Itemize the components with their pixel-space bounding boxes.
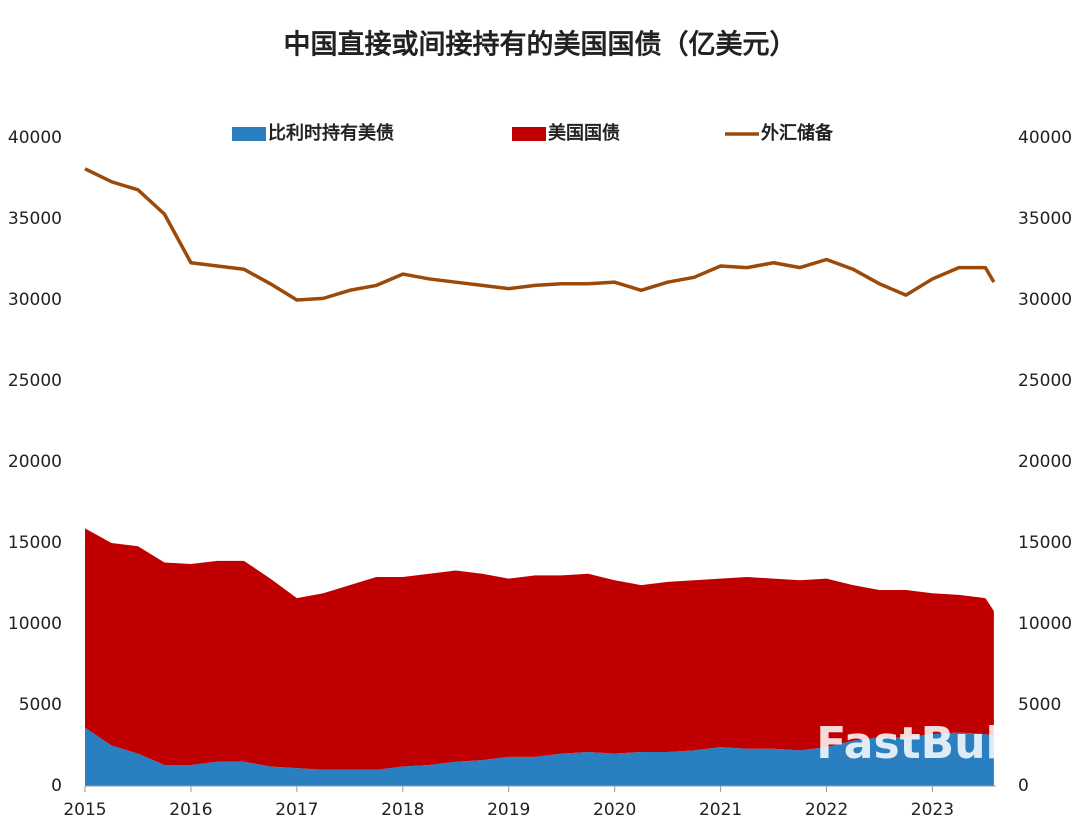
legend-swatch — [512, 127, 546, 141]
y2-tick-label: 25000 — [1018, 371, 1072, 391]
y2-tick-label: 15000 — [1018, 533, 1072, 553]
y-tick-label: 25000 — [8, 371, 62, 391]
y2-tick-label: 30000 — [1018, 290, 1072, 310]
x-tick-label: 2020 — [593, 800, 636, 820]
area — [85, 528, 994, 770]
legend-label: 比利时持有美债 — [268, 122, 394, 144]
y2-tick-label: 5000 — [1018, 695, 1061, 715]
y-tick-label: 35000 — [8, 209, 62, 229]
y2-tick-label: 20000 — [1018, 452, 1072, 472]
y-tick-label: 5000 — [19, 695, 62, 715]
y2-tick-label: 35000 — [1018, 209, 1072, 229]
line — [84, 167, 996, 302]
y2-tick-label: 40000 — [1018, 128, 1072, 148]
y-tick-label: 30000 — [8, 290, 62, 310]
x-tick-label: 2021 — [699, 800, 742, 820]
watermark: FastBull — [816, 718, 1015, 769]
y2-tick-label: 10000 — [1018, 614, 1072, 634]
y-tick-label: 0 — [51, 776, 62, 796]
chart-title: 中国直接或间接持有的美国国债（亿美元） — [284, 29, 797, 61]
x-tick-label: 2022 — [805, 800, 848, 820]
x-tick-label: 2016 — [169, 800, 212, 820]
x-tick-label: 2017 — [275, 800, 318, 820]
x-tick-label: 2018 — [381, 800, 424, 820]
x-tick-label: 2015 — [63, 800, 106, 820]
x-tick-label: 2023 — [911, 800, 954, 820]
area — [85, 727, 994, 786]
y-tick-label: 15000 — [8, 533, 62, 553]
y-tick-label: 20000 — [8, 452, 62, 472]
legend-label: 美国国债 — [548, 122, 620, 144]
legend-swatch — [232, 127, 266, 141]
legend-label: 外汇储备 — [761, 122, 834, 144]
x-tick-label: 2019 — [487, 800, 530, 820]
y-tick-label: 10000 — [8, 614, 62, 634]
y-tick-label: 40000 — [8, 128, 62, 148]
y2-tick-label: 0 — [1018, 776, 1029, 796]
